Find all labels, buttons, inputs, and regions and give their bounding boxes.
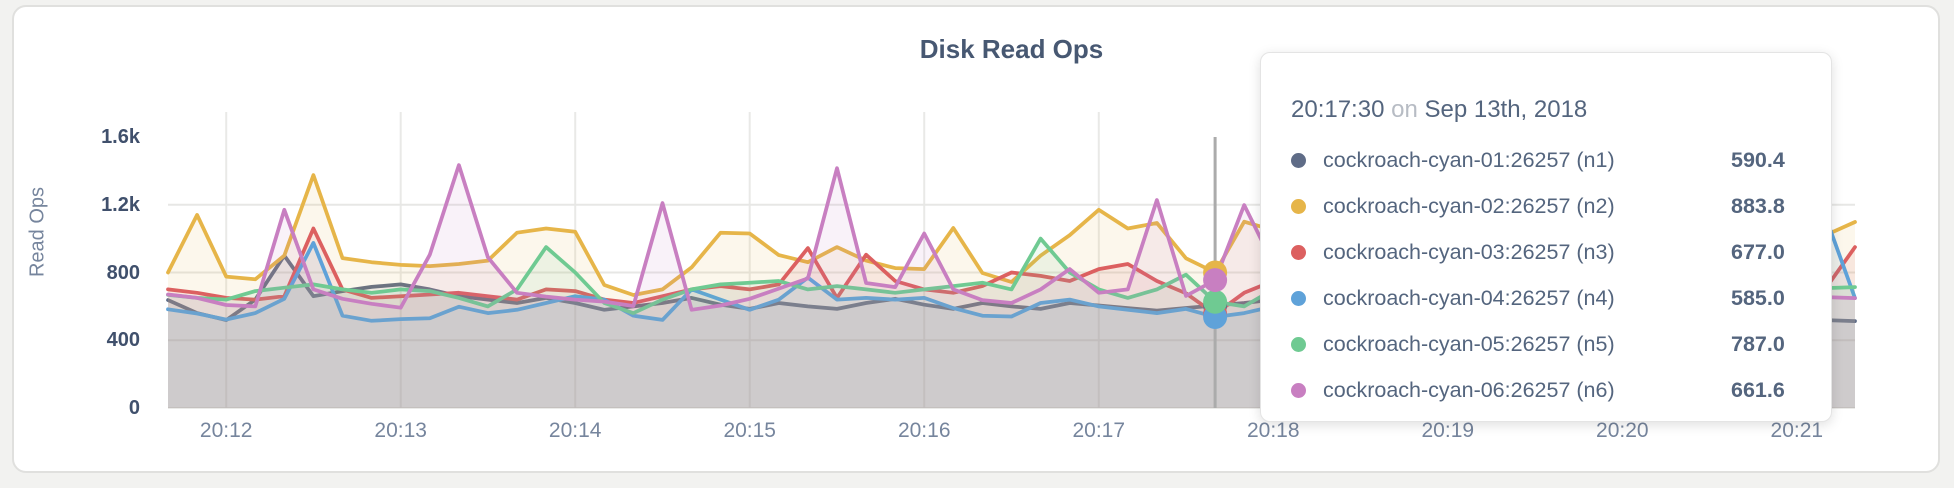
tooltip-row: cockroach-cyan-06:26257 (n6) 661.6 <box>1291 367 1801 413</box>
series-dot-icon <box>1291 198 1306 214</box>
series-value: 661.6 <box>1731 377 1785 402</box>
series-dot-icon <box>1291 382 1306 398</box>
series-value: 787.0 <box>1731 331 1785 356</box>
series-name: cockroach-cyan-06:26257 (n6) <box>1323 377 1615 402</box>
series-name: cockroach-cyan-05:26257 (n5) <box>1323 331 1615 356</box>
tooltip-title: 20:17:30 on Sep 13th, 2018 <box>1291 95 1801 125</box>
series-name: cockroach-cyan-04:26257 (n4) <box>1323 285 1615 310</box>
hover-dot-n6 <box>1203 268 1228 293</box>
series-name: cockroach-cyan-02:26257 (n2) <box>1323 193 1615 218</box>
tooltip-row: cockroach-cyan-02:26257 (n2) 883.8 <box>1291 183 1801 229</box>
x-tick-label: 20:18 <box>1246 419 1300 442</box>
series-dot-icon <box>1291 152 1306 168</box>
y-tick-label: 1.2k <box>101 193 140 216</box>
series-value: 677.0 <box>1731 239 1785 264</box>
series-value: 883.8 <box>1731 193 1785 218</box>
tooltip-row: cockroach-cyan-04:26257 (n4) 585.0 <box>1291 275 1801 321</box>
x-tick-label: 20:14 <box>548 419 602 442</box>
x-tick-label: 20:16 <box>897 419 951 442</box>
series-name: cockroach-cyan-01:26257 (n1) <box>1323 147 1615 172</box>
series-dot-icon <box>1291 336 1306 352</box>
chart-title: Disk Read Ops <box>919 34 1104 64</box>
hover-dot-n5 <box>1203 289 1228 314</box>
tooltip-date: Sep 13th, 2018 <box>1424 96 1588 123</box>
chart-tooltip: 20:17:30 on Sep 13th, 2018 cockroach-cya… <box>1260 52 1832 422</box>
x-tick-label: 20:21 <box>1770 419 1824 442</box>
tooltip-time: 20:17:30 <box>1291 96 1385 123</box>
x-tick-label: 20:12 <box>199 419 253 442</box>
series-name: cockroach-cyan-03:26257 (n3) <box>1323 239 1615 264</box>
tooltip-row: cockroach-cyan-03:26257 (n3) 677.0 <box>1291 229 1801 275</box>
y-tick-label: 1.6k <box>101 126 140 148</box>
y-tick-label: 400 <box>106 329 140 352</box>
series-value: 585.0 <box>1731 285 1785 310</box>
x-tick-label: 20:19 <box>1421 419 1475 442</box>
x-tick-label: 20:20 <box>1596 419 1649 442</box>
x-tick-label: 20:17 <box>1072 419 1126 442</box>
tooltip-series-list: cockroach-cyan-01:26257 (n1) 590.4 cockroa… <box>1291 137 1801 413</box>
series-dot-icon <box>1291 290 1306 306</box>
tooltip-conjunction: on <box>1391 96 1418 123</box>
series-dot-icon <box>1291 244 1306 260</box>
tooltip-row: cockroach-cyan-01:26257 (n1) 590.4 <box>1291 137 1801 183</box>
x-tick-label: 20:15 <box>723 419 776 442</box>
y-tick-label: 0 <box>128 397 140 419</box>
series-value: 590.4 <box>1731 147 1785 172</box>
tooltip-row: cockroach-cyan-05:26257 (n5) 787.0 <box>1291 321 1801 367</box>
x-tick-label: 20:13 <box>374 419 427 442</box>
y-tick-label: 800 <box>106 261 140 284</box>
